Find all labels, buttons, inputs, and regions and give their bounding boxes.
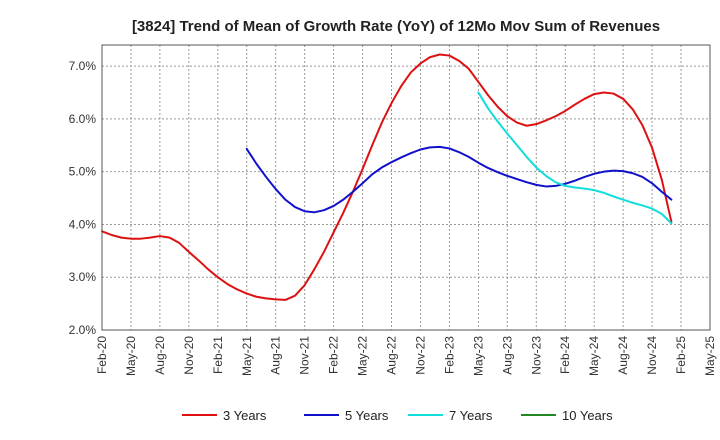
x-tick-label: Aug-24 <box>616 336 630 375</box>
x-tick-label: Nov-20 <box>182 336 196 375</box>
y-axis: 2.0% 3.0% 4.0% 5.0% 6.0% 7.0% <box>69 59 97 337</box>
y-tick-label: 6.0% <box>69 112 97 126</box>
x-tick-label: Aug-22 <box>385 336 399 375</box>
legend-label: 7 Years <box>449 408 493 423</box>
series-line-3-years <box>101 53 673 301</box>
x-tick-label: May-22 <box>356 336 370 376</box>
x-tick-label: May-21 <box>240 336 254 376</box>
plot-frame <box>101 44 711 331</box>
series-line-7-years <box>477 91 673 225</box>
x-tick-label: May-24 <box>587 336 601 376</box>
x-tick-label: Nov-24 <box>645 336 659 375</box>
legend-label: 3 Years <box>223 408 267 423</box>
series-group <box>101 53 673 301</box>
x-tick-label: Feb-20 <box>95 336 109 374</box>
y-tick-label: 4.0% <box>69 217 97 231</box>
x-tick-label: Nov-22 <box>413 336 427 375</box>
x-tick-label: Feb-21 <box>211 336 225 374</box>
x-tick-label: Aug-23 <box>500 336 514 375</box>
x-tick-label: Aug-20 <box>153 336 167 375</box>
x-tick-label: May-25 <box>703 336 717 376</box>
x-tick-label: Nov-23 <box>529 336 543 375</box>
x-tick-label: Feb-25 <box>674 336 688 374</box>
x-tick-label: Feb-23 <box>442 336 456 374</box>
y-tick-label: 2.0% <box>69 323 97 337</box>
y-tick-label: 3.0% <box>69 270 97 284</box>
x-tick-label: May-20 <box>124 336 138 376</box>
x-tick-label: Nov-21 <box>298 336 312 375</box>
x-tick-label: Feb-22 <box>327 336 341 374</box>
grid <box>101 45 711 331</box>
x-axis: Feb-20 May-20 Aug-20 Nov-20 Feb-21 May-21 Aug-… <box>95 336 717 376</box>
legend-label: 10 Years <box>562 408 613 423</box>
legend-label: 5 Years <box>345 408 389 423</box>
chart-title: [3824] Trend of Mean of Growth Rate (YoY… <box>132 18 660 35</box>
y-tick-label: 7.0% <box>69 59 97 73</box>
x-tick-label: Aug-21 <box>269 336 283 375</box>
x-tick-label: Feb-24 <box>558 336 572 374</box>
y-tick-label: 5.0% <box>69 165 97 179</box>
x-tick-label: May-23 <box>471 336 485 376</box>
legend: 3 Years 5 Years 7 Years 10 Years <box>182 408 613 423</box>
series-line-5-years <box>245 145 673 214</box>
